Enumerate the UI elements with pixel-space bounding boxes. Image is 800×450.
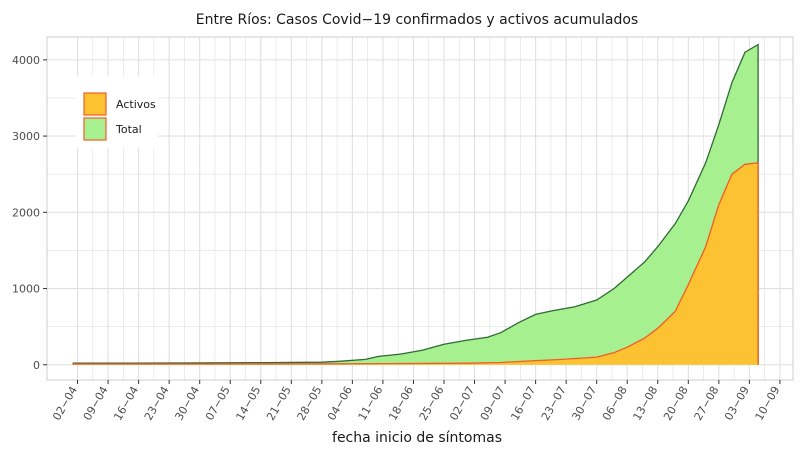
x-tick-label: 28−05 [295, 384, 325, 423]
y-tick-label: 2000 [12, 206, 40, 219]
x-tick-label: 16−07 [508, 384, 538, 423]
x-tick-label: 23−04 [142, 384, 172, 423]
x-tick-label: 10−09 [753, 384, 783, 423]
x-tick-label: 04−06 [325, 384, 355, 423]
plot-panel-border [46, 36, 794, 381]
x-tick-label: 02−04 [50, 384, 80, 423]
x-tick-label: 09−07 [478, 384, 508, 423]
x-tick-label: 03−09 [722, 384, 752, 423]
x-tick-label: 30−07 [569, 384, 599, 423]
x-tick-label: 25−06 [417, 384, 447, 423]
line-total [72, 43, 759, 365]
y-tick-label: 3000 [12, 130, 40, 143]
area-total [73, 44, 759, 365]
chart-title: Entre Ríos: Casos Covid−19 confirmados y… [196, 12, 638, 28]
x-tick-label: 13−08 [630, 384, 660, 423]
x-tick-label: 11−06 [356, 384, 386, 423]
x-tick-label: 06−08 [600, 384, 630, 423]
x-tick-label: 23−07 [539, 384, 569, 423]
x-tick-label: 30−04 [172, 384, 202, 423]
legend-key-total [83, 117, 107, 141]
legend: Activos Total [76, 76, 158, 148]
y-tick-label: 4000 [12, 54, 40, 67]
legend-label-total: Total [115, 123, 142, 136]
x-tick-label: 18−06 [386, 384, 416, 423]
legend-key-activos [83, 92, 107, 116]
x-tick-label: 07−05 [203, 384, 233, 423]
area-activos [73, 162, 759, 365]
area-series [72, 43, 759, 365]
x-axis-title: fecha inicio de síntomas [332, 430, 502, 446]
x-tick-label: 02−07 [447, 384, 477, 423]
x-tick-label: 14−05 [233, 384, 263, 423]
x-tick-label: 20−08 [661, 384, 691, 423]
y-tick-label: 0 [33, 359, 40, 372]
x-tick-label: 21−05 [264, 384, 294, 423]
x-tick-label: 09−04 [81, 384, 111, 423]
x-tick-label: 16−04 [111, 384, 141, 423]
legend-label-activos: Activos [116, 98, 156, 111]
x-axis-ticks: 02−04 09−04 16−04 23−04 30−04 07−05 14−05 21−05… [50, 380, 783, 423]
line-activos [72, 162, 759, 365]
y-axis-ticks: 0 1000 2000 3000 4000 [12, 54, 47, 372]
x-tick-label: 27−08 [692, 384, 722, 423]
y-tick-label: 1000 [12, 283, 40, 296]
